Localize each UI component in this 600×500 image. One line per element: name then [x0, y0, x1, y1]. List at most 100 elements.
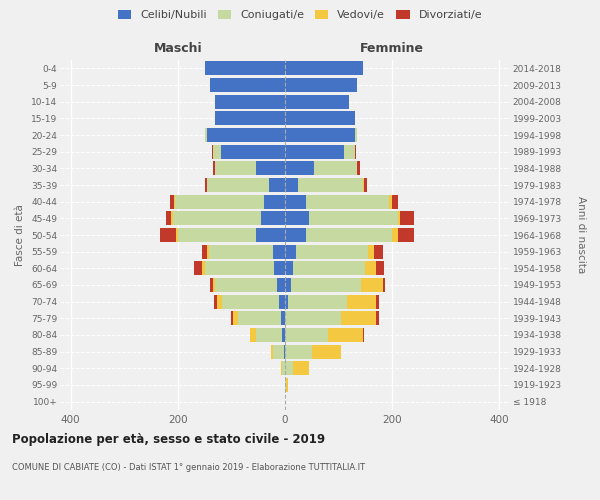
Bar: [285, 94, 349, 109]
Bar: [362, 328, 364, 342]
Bar: [341, 311, 376, 326]
Bar: [170, 194, 174, 209]
Bar: [285, 162, 314, 175]
Bar: [215, 94, 285, 109]
Bar: [178, 228, 256, 242]
Bar: [250, 328, 256, 342]
Bar: [312, 344, 341, 359]
Bar: [210, 278, 212, 292]
Bar: [205, 178, 208, 192]
Bar: [273, 344, 284, 359]
Bar: [355, 128, 358, 142]
Bar: [274, 261, 285, 276]
Bar: [307, 228, 392, 242]
Bar: [389, 194, 392, 209]
Bar: [283, 361, 285, 376]
Legend: Celibi/Nubili, Coniugati/e, Vedovi/e, Divorziati/e: Celibi/Nubili, Coniugati/e, Vedovi/e, Di…: [113, 6, 487, 25]
Bar: [223, 294, 278, 308]
Bar: [208, 244, 209, 259]
Bar: [208, 178, 269, 192]
Bar: [205, 62, 285, 76]
Bar: [344, 144, 355, 159]
Bar: [285, 62, 362, 76]
Bar: [358, 162, 360, 175]
Bar: [221, 144, 285, 159]
Bar: [209, 244, 273, 259]
Bar: [298, 178, 362, 192]
Bar: [293, 361, 309, 376]
Bar: [215, 162, 256, 175]
Bar: [215, 278, 277, 292]
Bar: [285, 361, 293, 376]
Bar: [392, 228, 398, 242]
Bar: [364, 178, 367, 192]
Bar: [256, 328, 283, 342]
Bar: [285, 261, 293, 276]
Bar: [166, 211, 171, 226]
Bar: [285, 112, 355, 126]
Bar: [176, 228, 178, 242]
Y-axis label: Fasce di età: Fasce di età: [16, 204, 25, 266]
Bar: [210, 78, 285, 92]
Bar: [376, 294, 379, 308]
Bar: [174, 194, 175, 209]
Bar: [194, 261, 202, 276]
Bar: [285, 228, 307, 242]
Bar: [212, 278, 215, 292]
Bar: [285, 78, 358, 92]
Bar: [281, 311, 285, 326]
Bar: [208, 128, 285, 142]
Bar: [277, 278, 285, 292]
Bar: [361, 278, 383, 292]
Bar: [398, 228, 413, 242]
Bar: [398, 211, 400, 226]
Bar: [293, 261, 365, 276]
Bar: [287, 294, 347, 308]
Bar: [160, 228, 176, 242]
Bar: [284, 344, 285, 359]
Bar: [347, 294, 376, 308]
Bar: [281, 361, 283, 376]
Bar: [205, 261, 274, 276]
Bar: [285, 311, 341, 326]
Bar: [328, 328, 362, 342]
Bar: [285, 211, 309, 226]
Text: Maschi: Maschi: [154, 42, 202, 55]
Bar: [392, 194, 398, 209]
Bar: [283, 328, 285, 342]
Bar: [261, 211, 285, 226]
Bar: [212, 162, 215, 175]
Bar: [285, 128, 355, 142]
Bar: [175, 194, 263, 209]
Bar: [285, 378, 286, 392]
Bar: [368, 244, 374, 259]
Bar: [202, 261, 205, 276]
Bar: [400, 211, 413, 226]
Text: COMUNE DI CABIATE (CO) - Dati ISTAT 1° gennaio 2019 - Elaborazione TUTTITALIA.IT: COMUNE DI CABIATE (CO) - Dati ISTAT 1° g…: [12, 462, 365, 471]
Bar: [214, 294, 217, 308]
Bar: [171, 211, 173, 226]
Bar: [285, 294, 287, 308]
Bar: [376, 311, 379, 326]
Bar: [374, 244, 383, 259]
Bar: [278, 294, 285, 308]
Bar: [309, 211, 398, 226]
Bar: [285, 344, 312, 359]
Bar: [212, 144, 221, 159]
Bar: [307, 194, 389, 209]
Bar: [296, 244, 368, 259]
Bar: [271, 344, 273, 359]
Bar: [231, 311, 233, 326]
Bar: [232, 311, 238, 326]
Bar: [202, 244, 208, 259]
Bar: [383, 278, 385, 292]
Bar: [172, 211, 261, 226]
Bar: [285, 144, 344, 159]
Bar: [285, 244, 296, 259]
Bar: [285, 178, 298, 192]
Bar: [285, 194, 307, 209]
Bar: [205, 128, 208, 142]
Bar: [355, 144, 356, 159]
Bar: [238, 311, 281, 326]
Bar: [286, 378, 287, 392]
